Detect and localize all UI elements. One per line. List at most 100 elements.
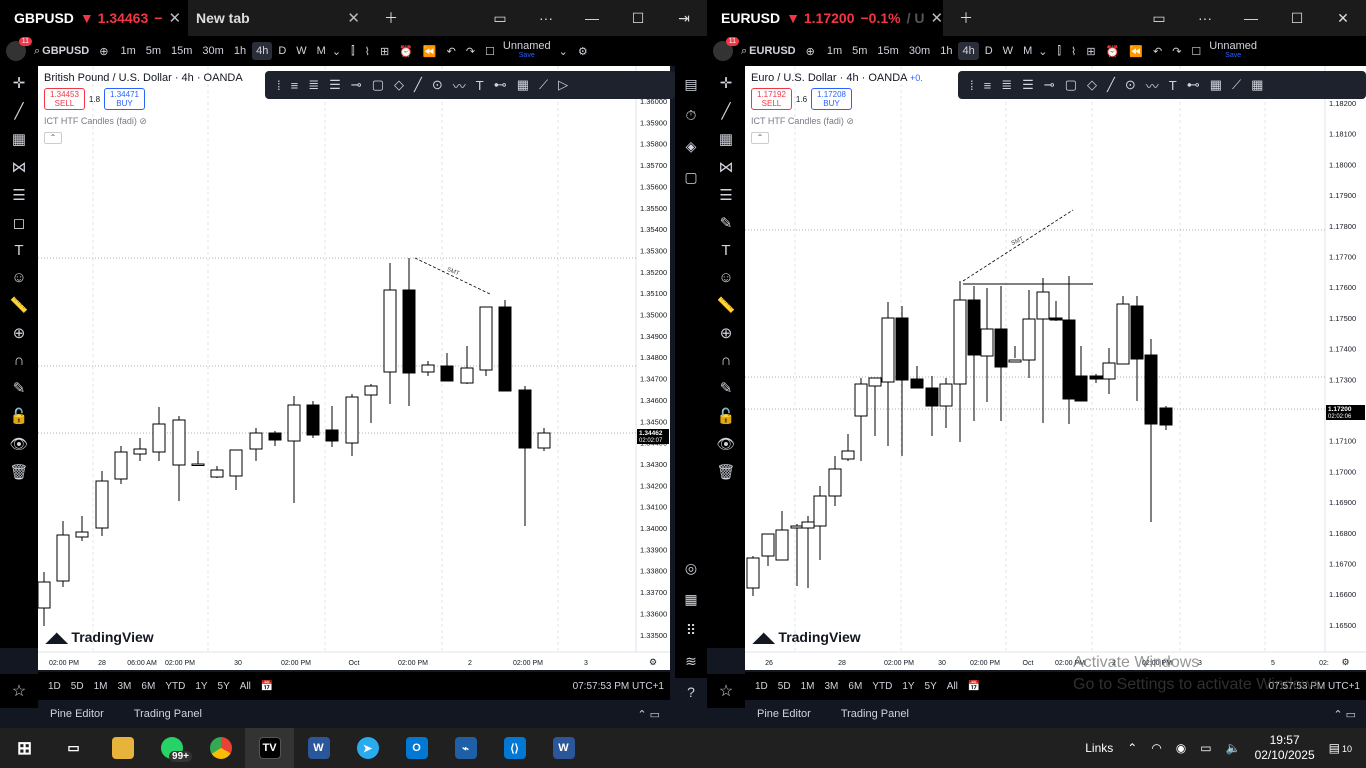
zoom-icon[interactable]: ⊕ [719, 325, 733, 342]
add-symbol-icon[interactable]: ⊕ [99, 45, 109, 58]
signal-icon[interactable]: ≋ [685, 653, 697, 669]
word2-icon[interactable]: W [539, 728, 588, 768]
favorites-star-icon[interactable]: ☆ [0, 674, 38, 708]
range-All[interactable]: All [239, 680, 251, 692]
timeframe-M[interactable]: M [316, 45, 326, 57]
calendar-icon[interactable]: ▦ [684, 591, 698, 607]
alerts-clock-icon[interactable]: ⏱ [685, 107, 697, 123]
ruler-icon[interactable]: 📏 [9, 297, 29, 314]
shapes-icon[interactable]: ◻ [12, 215, 26, 232]
path-icon[interactable]: 〰 [1145, 78, 1159, 94]
pitchfork-icon[interactable]: ≡ [983, 77, 992, 93]
collapse-legend-icon[interactable]: ⌃ [751, 132, 769, 144]
rectangle-icon[interactable]: ▢ [371, 77, 384, 92]
chevron-down-icon[interactable]: ⌄ [331, 45, 342, 58]
minimize-icon[interactable]: — [1244, 10, 1258, 26]
replay-icon[interactable]: ⏪ [1129, 45, 1143, 58]
timeframe-30m[interactable]: 30m [908, 45, 931, 57]
chart-clock[interactable]: 07:57:53 PM UTC+1 [1268, 680, 1360, 692]
trash-icon[interactable]: 🗑 [716, 464, 736, 481]
timeframe-30m[interactable]: 30m [202, 45, 224, 57]
rotated-rect-icon[interactable]: ◇ [393, 77, 404, 92]
maximize-icon[interactable]: ☐ [631, 9, 645, 26]
whatsapp-icon[interactable]: 99+ [147, 728, 196, 768]
brush-icon[interactable]: ⟋ [1231, 77, 1242, 92]
settings-icon[interactable]: ⚙ [577, 45, 588, 58]
target-icon[interactable]: ◎ [684, 560, 698, 576]
redo-icon[interactable]: ↷ [465, 45, 476, 58]
symbol-search[interactable]: GBPUSD [42, 45, 90, 57]
crosshair-icon[interactable]: ✛ [719, 75, 733, 92]
range-1D[interactable]: 1D [755, 680, 768, 692]
fib-icon[interactable]: ▦ [11, 131, 27, 148]
alert-icon[interactable]: ⏰ [1105, 45, 1120, 58]
close-window-icon[interactable]: ✕ [1337, 9, 1349, 26]
close-tab-icon[interactable]: ✕ [347, 10, 360, 27]
drag-handle-icon[interactable]: ⁞ [970, 77, 974, 93]
text-icon[interactable]: T [721, 242, 731, 259]
zoom-icon[interactable]: ⊕ [12, 325, 26, 342]
timeframe-1h[interactable]: 1h [940, 45, 953, 57]
battery-icon[interactable]: ▭ [1200, 741, 1212, 755]
price-chart[interactable]: 1.36000 1.35900 1.35800 1.35700 1.35600 1.355… [38, 66, 670, 670]
camera-icon[interactable]: ◉ [1175, 741, 1187, 755]
range-5D[interactable]: 5D [70, 680, 84, 692]
grid2-icon[interactable]: ▦ [1251, 77, 1264, 92]
tab-new[interactable]: New tab ✕ [188, 0, 368, 36]
eye-icon[interactable]: 👁 [9, 436, 29, 453]
calendar-range-icon[interactable]: 📅 [260, 680, 274, 692]
pattern-icon[interactable]: ⋈ [718, 159, 734, 176]
channel-icon[interactable]: ≣ [1001, 77, 1013, 92]
range-6M[interactable]: 6M [141, 680, 156, 692]
timeframe-M[interactable]: M [1023, 45, 1033, 57]
range-YTD[interactable]: YTD [872, 680, 893, 692]
timeframe-D[interactable]: D [984, 45, 993, 57]
indicators-icon[interactable]: ⌇ [364, 45, 370, 58]
trend-line-icon[interactable]: ╱ [721, 103, 731, 120]
timeframe-W[interactable]: W [296, 45, 307, 57]
layout-name[interactable]: Unnamed Save [502, 40, 551, 60]
range-1Y[interactable]: 1Y [195, 680, 208, 692]
layout-name[interactable]: Unnamed Save [1209, 40, 1257, 60]
trading-panel-tab[interactable]: Trading Panel [840, 708, 909, 720]
ray-icon[interactable]: ╱ [413, 77, 422, 92]
range-1D[interactable]: 1D [48, 680, 61, 692]
pine-editor-tab[interactable]: Pine Editor [757, 708, 811, 720]
range-YTD[interactable]: YTD [165, 680, 186, 692]
tab-gbpusd[interactable]: GBPUSD ▼ 1.34463 − ✕ [0, 0, 188, 36]
candle-type-icon[interactable]: ⫿ [1057, 44, 1061, 57]
parallel-icon[interactable]: ☰ [1022, 77, 1034, 92]
timeframe-D[interactable]: D [278, 45, 287, 57]
horizontal-line-icon[interactable]: ⊸ [350, 77, 362, 92]
lock-icon[interactable]: 🔓 [9, 408, 29, 425]
range-1Y[interactable]: 1Y [902, 680, 915, 692]
layout-select-icon[interactable]: ☐ [485, 45, 495, 58]
minimize-icon[interactable]: — [585, 10, 599, 26]
word-icon[interactable]: W [294, 728, 343, 768]
path-icon[interactable]: 〰 [452, 78, 466, 94]
fib-icon[interactable]: ▦ [718, 131, 734, 148]
timeframe-5m[interactable]: 5m [145, 45, 162, 57]
close-tab-icon[interactable]: ✕ [930, 10, 943, 27]
emoji-icon[interactable]: ☺ [11, 269, 27, 286]
undo-icon[interactable]: ↶ [1152, 45, 1163, 58]
maximize-icon[interactable]: ☐ [1290, 9, 1304, 26]
forecast-icon[interactable]: ☰ [719, 187, 733, 204]
close-tab-icon[interactable]: ✕ [168, 10, 182, 27]
collapse-panel-icon[interactable]: ⌃ ▭ [637, 708, 660, 721]
templates-icon[interactable]: ⊞ [379, 45, 390, 58]
chevron-down-icon[interactable]: ⌄ [1038, 45, 1048, 58]
templates-icon[interactable]: ⊞ [1086, 45, 1096, 58]
new-tab-plus-icon[interactable]: ＋ [384, 10, 398, 26]
search-icon[interactable]: ⌕ [34, 44, 41, 57]
more-icon[interactable]: ··· [539, 10, 553, 26]
chat-icon[interactable]: ▢ [684, 169, 698, 185]
timeframe-15m[interactable]: 15m [171, 45, 193, 57]
alert-icon[interactable]: ⏰ [399, 45, 413, 58]
apps-icon[interactable]: ⠿ [685, 622, 697, 638]
links-toolbar[interactable]: Links [1085, 741, 1114, 755]
chart-canvas[interactable]: 1.36000 1.35900 1.35800 1.35700 1.35600 1.355… [38, 66, 670, 670]
start-button[interactable]: ⊞ [0, 728, 49, 768]
brush-icon[interactable]: ⟋ [538, 77, 549, 92]
rotated-rect-icon[interactable]: ◇ [1086, 77, 1097, 92]
